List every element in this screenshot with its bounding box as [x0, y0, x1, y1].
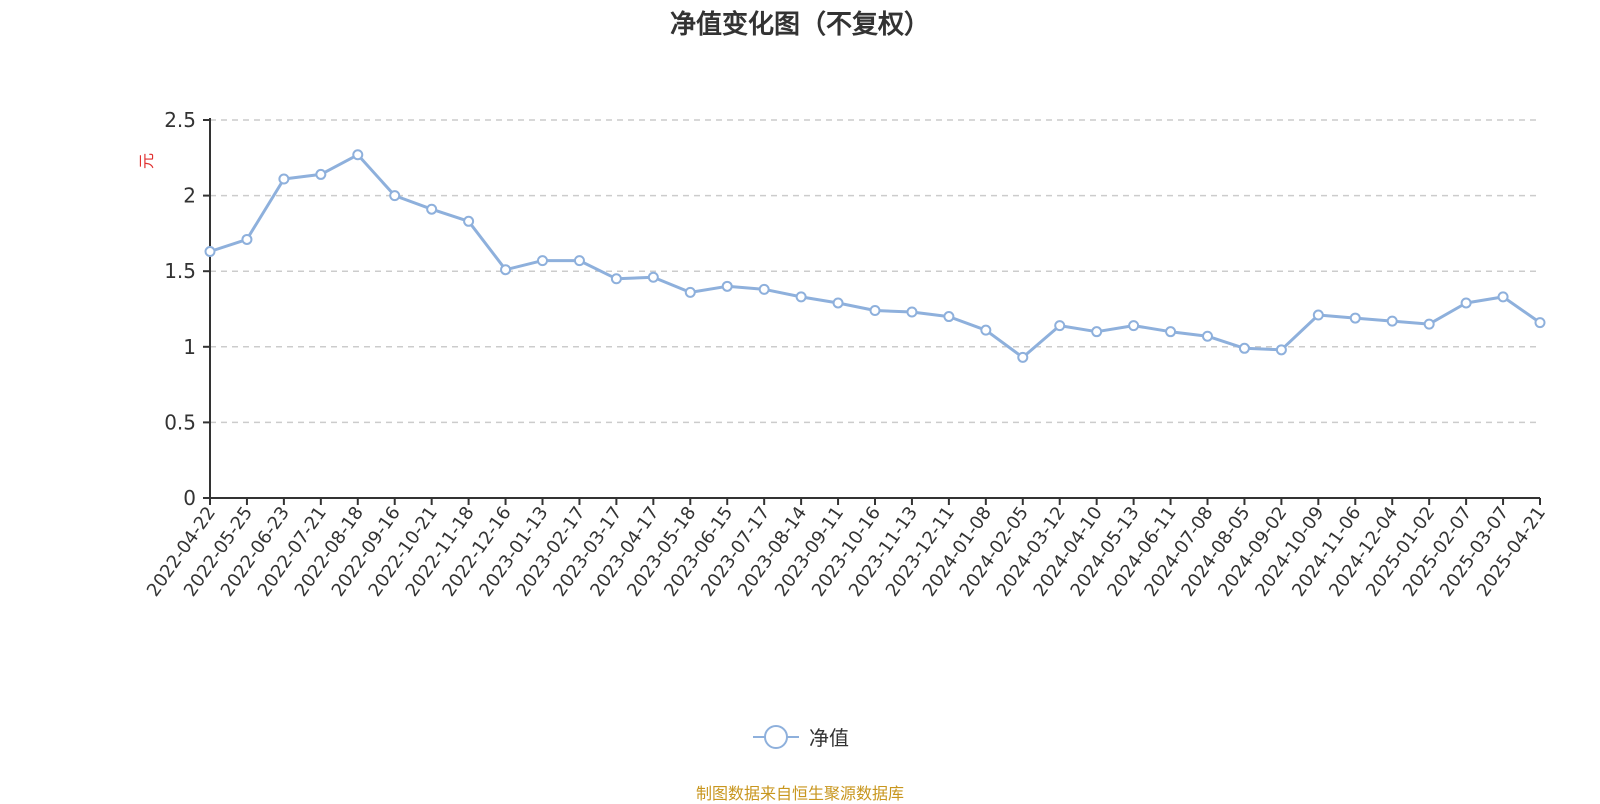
data-point [943, 311, 955, 323]
data-point [1202, 330, 1213, 342]
data-point [573, 255, 585, 267]
data-point [537, 255, 548, 267]
data-point [204, 246, 216, 258]
data-point [1238, 342, 1250, 354]
data-point [1165, 326, 1177, 338]
y-tick-label: 2.5 [164, 108, 196, 132]
y-tick-label: 1.5 [164, 259, 196, 283]
data-point [869, 305, 881, 317]
grid-lines [210, 119, 1540, 424]
data-point [352, 149, 364, 161]
y-tick-label: 0 [183, 486, 196, 510]
y-tick-label: 1 [183, 335, 196, 359]
series-points [204, 149, 1546, 363]
data-point [463, 215, 475, 227]
chart-title: 净值变化图（不复权） [669, 10, 930, 40]
data-point [906, 306, 918, 318]
data-point [1312, 309, 1324, 321]
data-point [795, 291, 807, 303]
data-point [980, 324, 992, 336]
series-line-layer [209, 153, 1541, 359]
data-point [1091, 326, 1103, 338]
data-point [1054, 320, 1066, 332]
data-point [1534, 317, 1546, 329]
data-point [389, 190, 401, 202]
data-point [241, 233, 253, 245]
x-axis-ticks: 2022-04-222022-05-252022-06-232022-07-21… [143, 498, 1550, 601]
data-point [610, 273, 622, 285]
data-point [1497, 291, 1509, 303]
legend[interactable]: 净值 [0, 722, 1600, 751]
data-point [315, 168, 327, 180]
data-point [1128, 320, 1140, 332]
data-point [426, 203, 438, 215]
data-point [1423, 318, 1435, 330]
y-tick-label: 0.5 [164, 410, 196, 434]
data-point [1275, 344, 1287, 356]
data-point [721, 280, 733, 292]
y-axis-ticks: 0 0.5 1 1.5 2 2.5 [164, 108, 210, 510]
data-point [758, 283, 770, 295]
data-point [832, 297, 844, 309]
data-point [500, 264, 512, 276]
legend-line-circle-icon [753, 724, 799, 749]
legend-label: 净值 [809, 726, 849, 750]
data-point [1460, 297, 1472, 309]
data-point [1017, 351, 1029, 363]
data-point [278, 173, 290, 185]
data-point [647, 271, 659, 283]
data-point [684, 286, 696, 298]
nav-series-line [209, 153, 1541, 359]
data-point [1386, 315, 1398, 327]
y-axis-unit-label: 元 [137, 153, 156, 169]
y-tick-label: 2 [183, 184, 196, 208]
data-source-note: 制图数据来自恒生聚源数据库 [695, 784, 904, 803]
data-point [1349, 312, 1361, 324]
